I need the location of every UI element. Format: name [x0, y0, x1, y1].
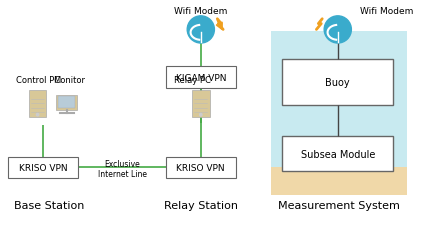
Text: Relay Station: Relay Station [164, 200, 238, 210]
FancyBboxPatch shape [166, 67, 236, 88]
FancyBboxPatch shape [282, 59, 393, 106]
Circle shape [200, 114, 202, 116]
FancyBboxPatch shape [56, 95, 78, 110]
Text: Control PC: Control PC [16, 76, 60, 84]
Text: Buoy: Buoy [326, 78, 350, 88]
Text: Measurement System: Measurement System [278, 200, 400, 210]
Text: Monitor: Monitor [53, 76, 85, 84]
FancyBboxPatch shape [271, 168, 407, 195]
Circle shape [36, 114, 39, 116]
FancyBboxPatch shape [29, 90, 46, 117]
Text: Base Station: Base Station [14, 200, 84, 210]
FancyBboxPatch shape [58, 97, 75, 109]
Circle shape [324, 17, 351, 44]
Text: Wifi Modem: Wifi Modem [174, 7, 228, 16]
FancyBboxPatch shape [282, 137, 393, 171]
Text: KRISO VPN: KRISO VPN [176, 163, 225, 172]
Text: KRISO VPN: KRISO VPN [19, 163, 68, 172]
Text: KIGAM VPN: KIGAM VPN [176, 73, 226, 82]
Text: Wifi Modem: Wifi Modem [360, 7, 413, 16]
FancyBboxPatch shape [192, 90, 209, 117]
Circle shape [187, 17, 215, 44]
Text: Exclusive
Internet Line: Exclusive Internet Line [98, 159, 147, 178]
Text: Subsea Module: Subsea Module [301, 149, 375, 159]
FancyBboxPatch shape [8, 157, 78, 178]
FancyBboxPatch shape [166, 157, 236, 178]
Text: Relay PC: Relay PC [173, 76, 210, 84]
FancyBboxPatch shape [271, 32, 407, 195]
